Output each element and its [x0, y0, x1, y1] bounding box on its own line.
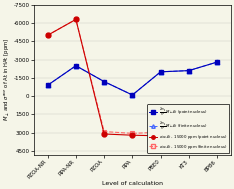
- Y-axis label: $M_{\perp}$ and $\sigma^{ave}$ of At in HAt [ppm]: $M_{\perp}$ and $\sigma^{ave}$ of At in …: [3, 38, 12, 121]
- X-axis label: Level of calculation: Level of calculation: [102, 181, 163, 186]
- Legend: $\frac{2m_e^2}{\hbar^2} M_{\perp,At}$ (point nucleus), $\frac{2m_e^2}{\hbar^2} M: $\frac{2m_e^2}{\hbar^2} M_{\perp,At}$ (p…: [147, 104, 229, 153]
